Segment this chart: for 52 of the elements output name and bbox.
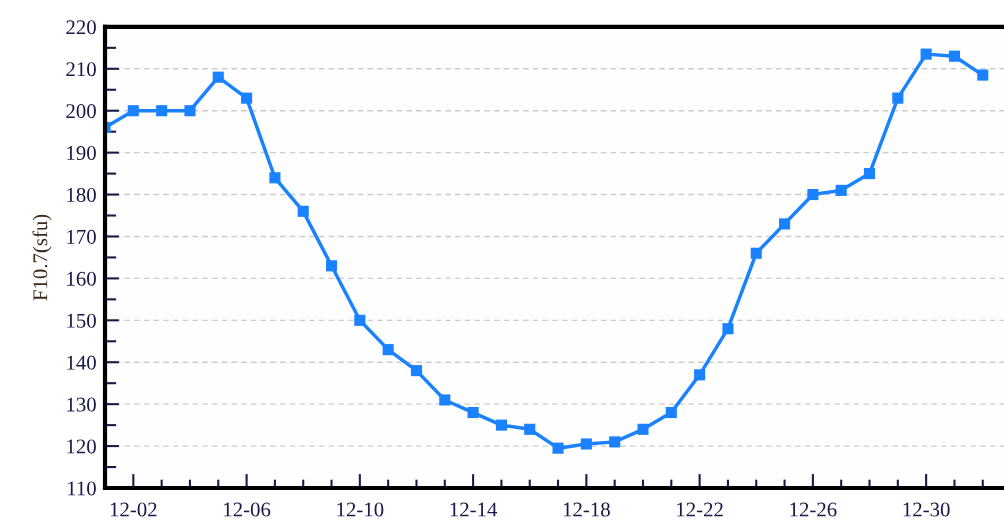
point [297, 205, 309, 217]
point [467, 406, 479, 419]
point [156, 105, 168, 117]
y-tick-label: 200 [66, 104, 96, 119]
y-tick-label: 210 [66, 62, 96, 77]
x-tick-label: 12-22 [677, 502, 723, 517]
y-tick-label: 110 [68, 481, 96, 496]
point [665, 406, 677, 419]
point [410, 365, 423, 377]
point [694, 369, 706, 381]
point [495, 419, 507, 431]
y-tick-label: 150 [67, 313, 96, 328]
point [637, 423, 649, 435]
point [920, 48, 932, 60]
x-tick-label: 12-10 [337, 502, 384, 517]
x-tick-label: 12-30 [903, 502, 950, 517]
point [354, 314, 366, 326]
y-tick-label: 220 [66, 20, 96, 35]
point [580, 438, 592, 450]
point [382, 344, 394, 356]
point [807, 189, 819, 201]
point [863, 168, 876, 180]
point [609, 436, 621, 448]
x-tick-label: 12-06 [224, 502, 271, 517]
x-tick-label: 12-26 [790, 502, 837, 517]
y-tick-label: 140 [67, 355, 96, 370]
y-tick-label: 190 [67, 146, 96, 161]
x-tick-label: 12-14 [450, 502, 498, 517]
y-axis-title: F10.7(sfu) [32, 214, 52, 301]
point [439, 394, 451, 406]
point [779, 218, 791, 230]
y-tick-label: 120 [67, 439, 96, 454]
point [127, 105, 139, 117]
point [241, 92, 253, 104]
point [892, 92, 904, 104]
point [835, 184, 847, 196]
point [750, 247, 762, 259]
y-tick-label: 170 [67, 229, 96, 244]
point [722, 323, 734, 335]
point [269, 172, 281, 184]
y-tick-label: 180 [67, 187, 96, 202]
point [524, 423, 536, 435]
point [948, 50, 961, 62]
point [184, 105, 196, 117]
y-tick-label: 160 [67, 271, 96, 286]
point [325, 260, 338, 272]
point [552, 442, 564, 454]
x-tick-label: 12-18 [563, 502, 610, 517]
point [977, 69, 989, 81]
x-tick-label: 12-02 [110, 502, 157, 517]
point [212, 71, 224, 83]
y-tick-label: 130 [67, 397, 96, 412]
